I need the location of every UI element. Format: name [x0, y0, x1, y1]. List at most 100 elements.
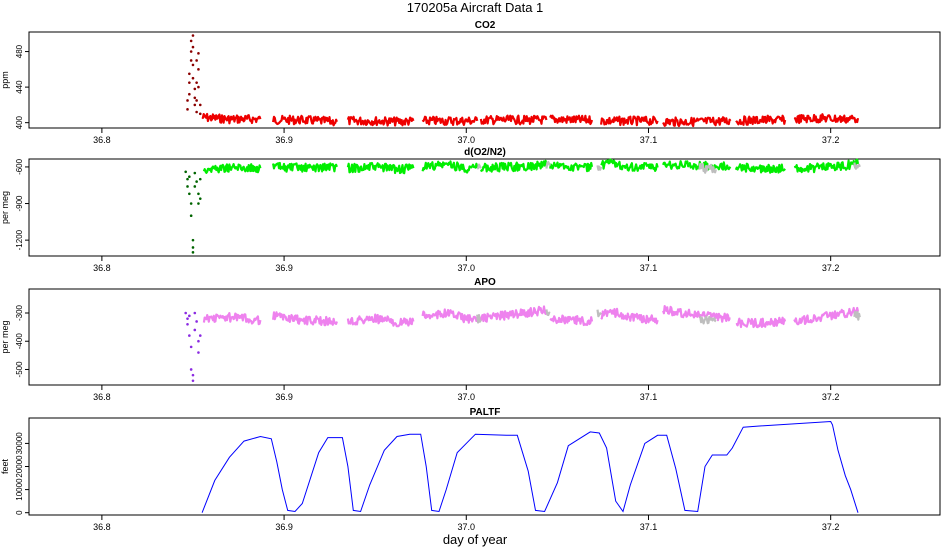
do2n2-x-tick-label: 36.8 [93, 263, 111, 273]
co2-data-point [198, 103, 202, 107]
panel-paltf-title: PALTF [470, 407, 501, 418]
co2-data-point [197, 68, 200, 71]
do2n2-data-point [197, 192, 200, 196]
do2n2-data-point [198, 197, 202, 200]
co2-x-tick-label: 36.8 [93, 135, 111, 145]
co2-data-point [198, 112, 202, 116]
paltf-y-tick-label: 20000 [15, 455, 24, 478]
do2n2-y-tick-label: -900 [15, 195, 24, 212]
apo-data-point [188, 314, 191, 318]
apo-x-tick-label: 36.8 [93, 392, 111, 402]
figure-title: 170205a Aircraft Data 1 [407, 0, 544, 15]
co2-x-tick-label: 37.1 [640, 135, 658, 145]
panel-paltf: PALTF 36.8 36.9 37.0 37.1 37.2 0 1000020000300… [0, 407, 941, 532]
co2-y-axis-label: ppm [0, 71, 10, 89]
apo-data-segment [545, 309, 551, 317]
panel-co2-plot: 36.8 36.9 37.0 37.1 37.2 400 440 480 ppm [0, 31, 941, 145]
paltf-y-tick-label: 0 [15, 510, 24, 515]
do2n2-y-axis-label: per meg [0, 191, 10, 224]
do2n2-data-point [189, 214, 193, 218]
co2-data-point [197, 85, 200, 89]
paltf-x-tick-label: 37.1 [640, 522, 658, 532]
apo-data-point [189, 345, 193, 349]
paltf-x-tick-label: 37.2 [822, 522, 840, 532]
co2-data-point [189, 39, 193, 43]
co2-y-tick-label: 440 [15, 80, 24, 94]
do2n2-data-segment [698, 162, 717, 174]
apo-data-point [193, 328, 197, 332]
co2-data-point [188, 81, 191, 84]
do2n2-data-point [184, 170, 187, 174]
co2-data-point [195, 99, 198, 102]
co2-data-point [189, 50, 193, 53]
do2n2-data-segment [596, 165, 603, 171]
do2n2-data-point [193, 171, 197, 175]
co2-data-point [191, 63, 195, 67]
paltf-y-tick-label: 30000 [15, 432, 24, 455]
apo-x-tick-label: 36.9 [275, 392, 293, 402]
apo-data-segment [699, 315, 717, 325]
co2-data-point [197, 52, 200, 55]
panel-do2n2-title: d(O2/N2) [464, 147, 506, 158]
co2-data-point [193, 87, 197, 91]
co2-data-segment [346, 115, 415, 127]
paltf-x-tick-label: 37.0 [458, 522, 476, 532]
do2n2-data-point [191, 238, 195, 242]
do2n2-data-segment [545, 161, 552, 169]
do2n2-x-tick-label: 37.0 [458, 263, 476, 273]
apo-data-point [191, 379, 195, 383]
panel-do2n2: d(O2/N2) 36.8 36.9 37.0 37.1 37.2 -1200 -900 -6… [0, 147, 941, 273]
paltf-x-tick-label: 36.9 [275, 522, 293, 532]
do2n2-data-point [186, 177, 189, 181]
apo-data-segment [596, 309, 602, 318]
co2-data-segment [735, 114, 787, 126]
do2n2-data-segment [479, 159, 548, 173]
co2-data-segment [272, 114, 338, 127]
co2-plot-frame [28, 31, 941, 129]
co2-x-tick-label: 36.9 [275, 135, 293, 145]
panel-co2: CO2 36.8 36.9 37.0 37.1 37.2 400 440 480 ppm [0, 20, 941, 145]
co2-data-point [195, 81, 198, 84]
co2-data-point [189, 59, 193, 62]
apo-data-point [189, 368, 193, 371]
do2n2-y-tick-label: -600 [15, 158, 24, 175]
co2-data-segment [600, 115, 659, 127]
co2-data-point [193, 96, 197, 100]
do2n2-data-segment [272, 161, 338, 173]
co2-data-point [195, 110, 198, 114]
apo-data-point [186, 322, 189, 326]
co2-data-point [186, 108, 189, 111]
do2n2-data-point [195, 180, 198, 183]
do2n2-data-segment [662, 160, 732, 171]
do2n2-plot-frame [28, 158, 941, 257]
do2n2-data-point [189, 202, 193, 205]
co2-data-segment [662, 116, 732, 128]
apo-data-segment [346, 313, 415, 328]
co2-x-tick-label: 37.0 [458, 135, 476, 145]
co2-data-segment [479, 114, 548, 126]
co2-data-segment [549, 114, 594, 126]
co2-data-segment [793, 113, 860, 125]
apo-x-tick-label: 37.1 [640, 392, 658, 402]
apo-data-point [195, 320, 198, 323]
co2-y-tick-label: 400 [15, 115, 24, 129]
paltf-series-line [201, 420, 859, 513]
co2-data-point [191, 45, 195, 49]
apo-data-point [197, 351, 200, 354]
apo-y-tick-label: -300 [15, 304, 24, 321]
do2n2-x-tick-label: 37.2 [822, 263, 840, 273]
co2-x-tick-label: 37.2 [822, 135, 840, 145]
apo-data-segment [479, 305, 548, 323]
panel-apo-title: APO [474, 277, 496, 288]
apo-data-segment [853, 310, 861, 321]
do2n2-data-segment [549, 161, 594, 173]
apo-data-segment [600, 307, 659, 325]
apo-data-point [191, 373, 195, 377]
panel-apo-plot: 36.8 36.9 37.0 37.1 37.2 -500 -400 -300 per meg [0, 288, 941, 402]
apo-x-tick-label: 37.0 [458, 392, 476, 402]
apo-x-tick-label: 37.2 [822, 392, 840, 402]
do2n2-data-segment [346, 161, 415, 175]
panel-do2n2-plot: 36.8 36.9 37.0 37.1 37.2 -1200 -900 -600 per meg [0, 158, 941, 273]
do2n2-data-point [191, 251, 195, 254]
